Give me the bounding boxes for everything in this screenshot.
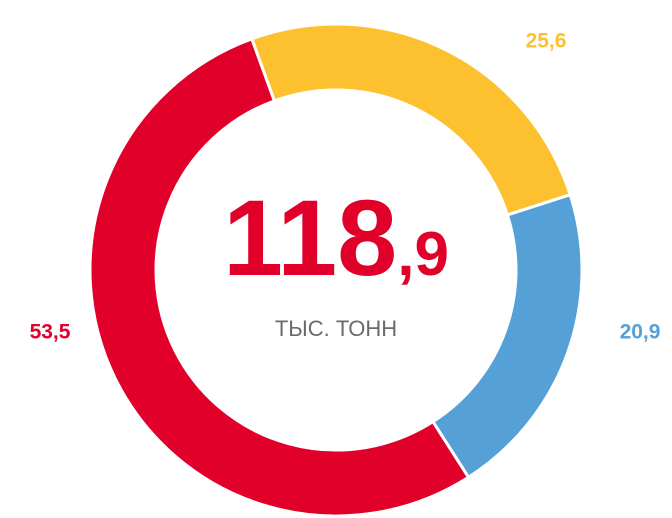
data-label: 25,6 — [526, 30, 567, 53]
donut-slice — [249, 22, 573, 217]
center-fraction: ,9 — [397, 220, 449, 289]
center-integer: 118 — [223, 177, 397, 298]
donut-slice — [430, 192, 584, 480]
center-value: 118,9 — [223, 177, 449, 298]
data-label: 53,5 — [30, 321, 71, 344]
center-unit: ТЫС. ТОНН — [275, 316, 397, 341]
data-label: 20,9 — [620, 321, 661, 344]
donut-slice — [88, 36, 471, 518]
